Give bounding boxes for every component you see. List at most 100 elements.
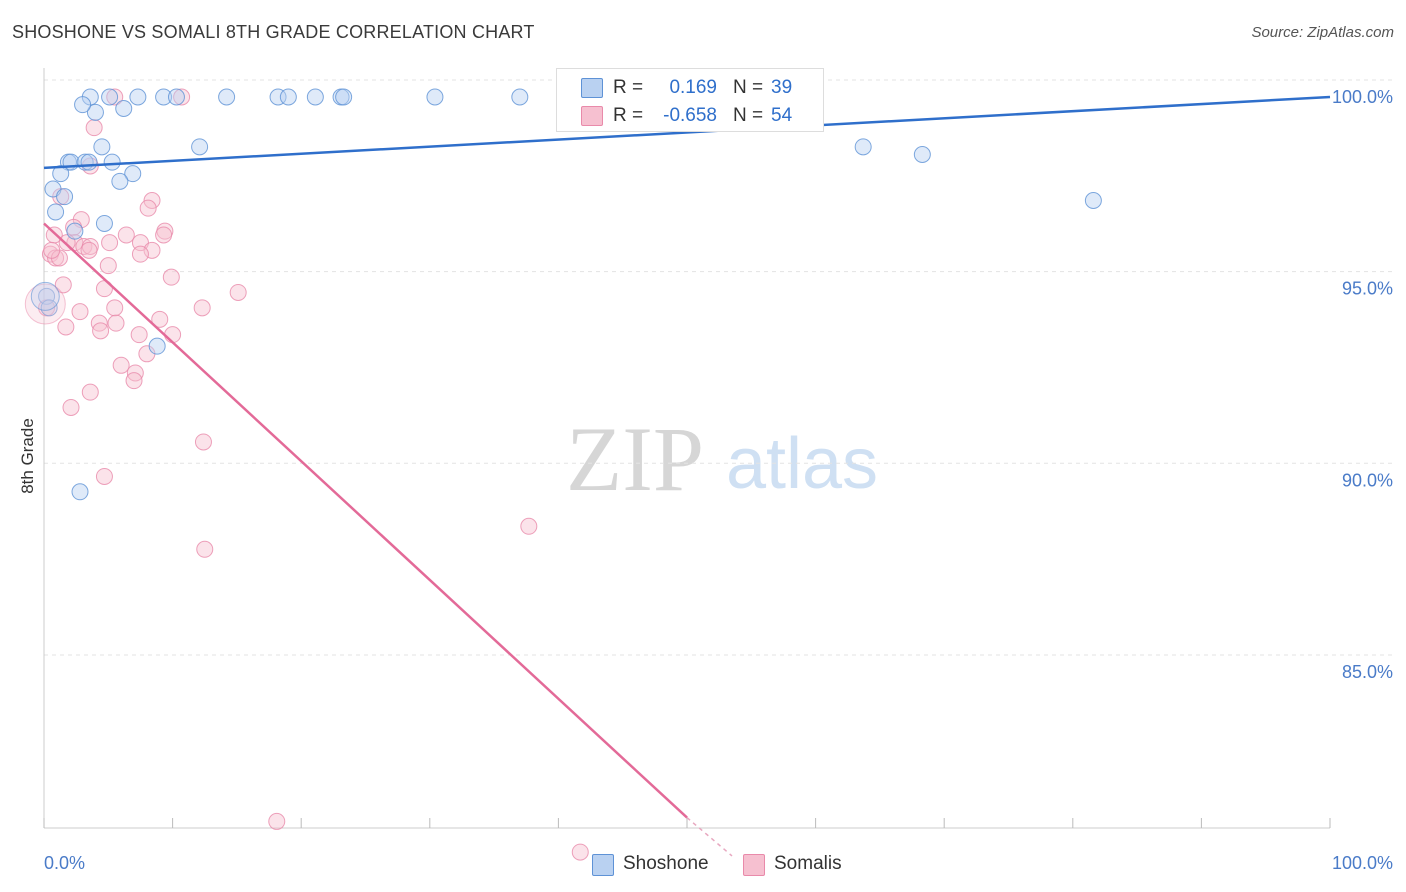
shoshone-point [71,483,89,501]
legend-label: Shoshone [623,853,709,874]
shoshone-trend-line [43,95,1331,170]
shoshone-point [56,188,74,206]
shoshone-point [191,138,209,156]
shoshone-point [115,99,133,117]
somalis-point [193,299,211,317]
chart-source: Source: ZipAtlas.com [1251,24,1394,41]
somalis-point [164,326,182,344]
somalis-point [92,322,110,340]
somalis-point [139,199,157,217]
y-tick-label: 90.0% [1342,470,1393,490]
somalis-point [196,540,214,558]
shoshone-point [279,88,297,106]
shoshone-point [129,88,147,106]
somalis-point [162,268,180,286]
r-label: R = [613,77,644,98]
shoshone-point [103,153,121,171]
somalis-point [101,234,119,252]
shoshone-point [155,88,173,106]
n-label: N = [733,77,764,98]
y-tick-label: 95.0% [1342,279,1393,299]
somalis-point [106,299,124,317]
somalis-point [112,356,130,374]
somalis-legend-swatch [743,854,765,876]
shoshone-point [47,203,65,221]
somalis-point [62,398,80,416]
somalis-point [99,257,117,275]
shoshone-point [124,165,142,183]
y-tick-label: 100.0% [1332,87,1393,107]
somalis-point [54,276,72,294]
somalis-trend-line [43,222,688,819]
chart-title: SHOSHONE VS SOMALI 8TH GRADE CORRELATION… [12,22,535,42]
shoshone-point [52,165,70,183]
somalis-point [155,226,173,244]
shoshone-point [93,138,111,156]
shoshone-point [167,88,185,106]
shoshone-point [335,88,353,106]
somalis-point [143,191,161,209]
somalis-point [125,372,143,390]
legend-item-somalis[interactable]: Somalis [743,852,863,876]
somalis-point [194,433,212,451]
watermark-zip: ZIP [566,408,704,510]
somalis-point [57,318,75,336]
n-value: 54 [771,105,793,126]
x-tick-label-max: 100.0% [1332,853,1393,873]
shoshone-point [74,96,92,114]
somalis-point [71,303,89,321]
shoshone-point [111,172,129,190]
shoshone-point [66,222,84,240]
somalis-point [95,467,113,485]
shoshone-point [854,138,872,156]
shoshone-point [95,214,113,232]
n-label: N = [733,105,764,126]
shoshone-point [306,88,324,106]
somalis-trend-extension [686,817,733,857]
shoshone-point [40,299,58,317]
somalis-point [130,326,148,344]
shoshone-point [218,88,236,106]
somalis-point [117,226,135,244]
somalis-point [173,88,191,106]
somalis-point [571,843,589,861]
somalis-point [43,241,61,259]
r-value: -0.658 [663,105,717,126]
n-value: 39 [771,77,793,98]
shoshone-point [148,337,166,355]
somalis-point [80,241,98,259]
legend-label: Somalis [774,853,842,874]
somalis-point [268,812,286,830]
shoshone-swatch [581,78,603,98]
shoshone-point [101,88,119,106]
shoshone-point [86,103,104,121]
x-tick-label-min: 0.0% [44,853,85,873]
r-value: 0.169 [669,77,717,98]
y-tick-label: 85.0% [1342,662,1393,682]
somalis-point [85,119,103,137]
somalis-point [107,314,125,332]
shoshone-point [511,88,529,106]
legend-item-shoshone[interactable]: Shoshone [592,852,722,876]
watermark-atlas: atlas [726,424,878,504]
stats-box: R = 0.169 N = 39 R = -0.658 N = 54 [556,68,824,132]
somalis-point [229,283,247,301]
stats-row-somalis: R = -0.658 N = 54 [557,102,823,130]
shoshone-point [80,153,98,171]
shoshone-point [913,145,931,163]
shoshone-cluster-point [30,281,60,311]
somalis-point [151,310,169,328]
somalis-point [520,517,538,535]
somalis-swatch [581,106,603,126]
shoshone-legend-swatch [592,854,614,876]
somalis-cluster-point [24,283,66,325]
stats-row-shoshone: R = 0.169 N = 39 [557,74,823,102]
somalis-point [131,245,149,263]
shoshone-point [426,88,444,106]
shoshone-point [1084,191,1102,209]
shoshone-point [269,88,287,106]
somalis-point [47,249,65,267]
somalis-point [106,88,124,106]
r-label: R = [613,105,644,126]
